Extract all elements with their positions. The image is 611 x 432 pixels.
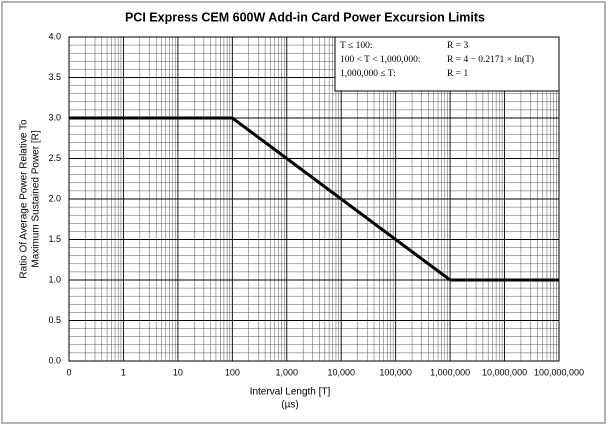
annotation-formula: R = 3 [447, 41, 468, 51]
y-tick-label: 3.0 [48, 112, 61, 122]
annotation-box [334, 36, 560, 92]
annotation-condition: 1,000,000 ≤ T: [340, 69, 396, 79]
y-axis-label-line: Maximum Sustained Power [R] [31, 130, 42, 267]
x-tick-label: 10,000,000 [482, 367, 527, 377]
x-tick-label: 1 [121, 367, 126, 377]
x-tick-label: 10 [173, 367, 183, 377]
annotation-formula: R = 4 − 0.2171 × ln(T) [447, 54, 534, 65]
x-tick-label: 1,000 [276, 367, 299, 377]
y-tick-label: 1.5 [48, 234, 61, 244]
x-tick-label: 10,000 [327, 367, 355, 377]
y-axis-label-line: Ratio Of Average Power Relative To [19, 119, 30, 279]
y-axis-label: Ratio Of Average Power Relative To Maxim… [19, 119, 42, 279]
y-tick-label: 2.0 [48, 193, 61, 203]
annotation-condition: T ≤ 100: [340, 41, 373, 51]
plot-border [68, 36, 560, 362]
x-tick-label: 100,000 [379, 367, 412, 377]
x-axis-label: Interval Length [T] [250, 387, 331, 398]
y-tick-label: 3.5 [48, 72, 61, 82]
x-tick-label: 100,000,000 [534, 367, 584, 377]
annotation-condition: 100 < T < 1,000,000: [340, 55, 421, 65]
annotation-formula: R = 1 [447, 69, 468, 79]
chart-title: PCI Express CEM 600W Add-in Card Power E… [125, 10, 485, 24]
y-tick-label: 4.0 [48, 31, 61, 41]
y-tick-label: 0.0 [48, 355, 61, 365]
y-tick-label: 2.5 [48, 153, 61, 163]
x-axis-label: (µs) [281, 400, 298, 411]
x-tick-label: 1,000,000 [430, 367, 470, 377]
y-tick-label: 0.5 [48, 315, 61, 325]
x-tick-label: 100 [225, 367, 240, 377]
y-tick-label: 1.0 [48, 274, 61, 284]
x-tick-label: 0 [66, 367, 71, 377]
data-line [69, 116, 559, 282]
